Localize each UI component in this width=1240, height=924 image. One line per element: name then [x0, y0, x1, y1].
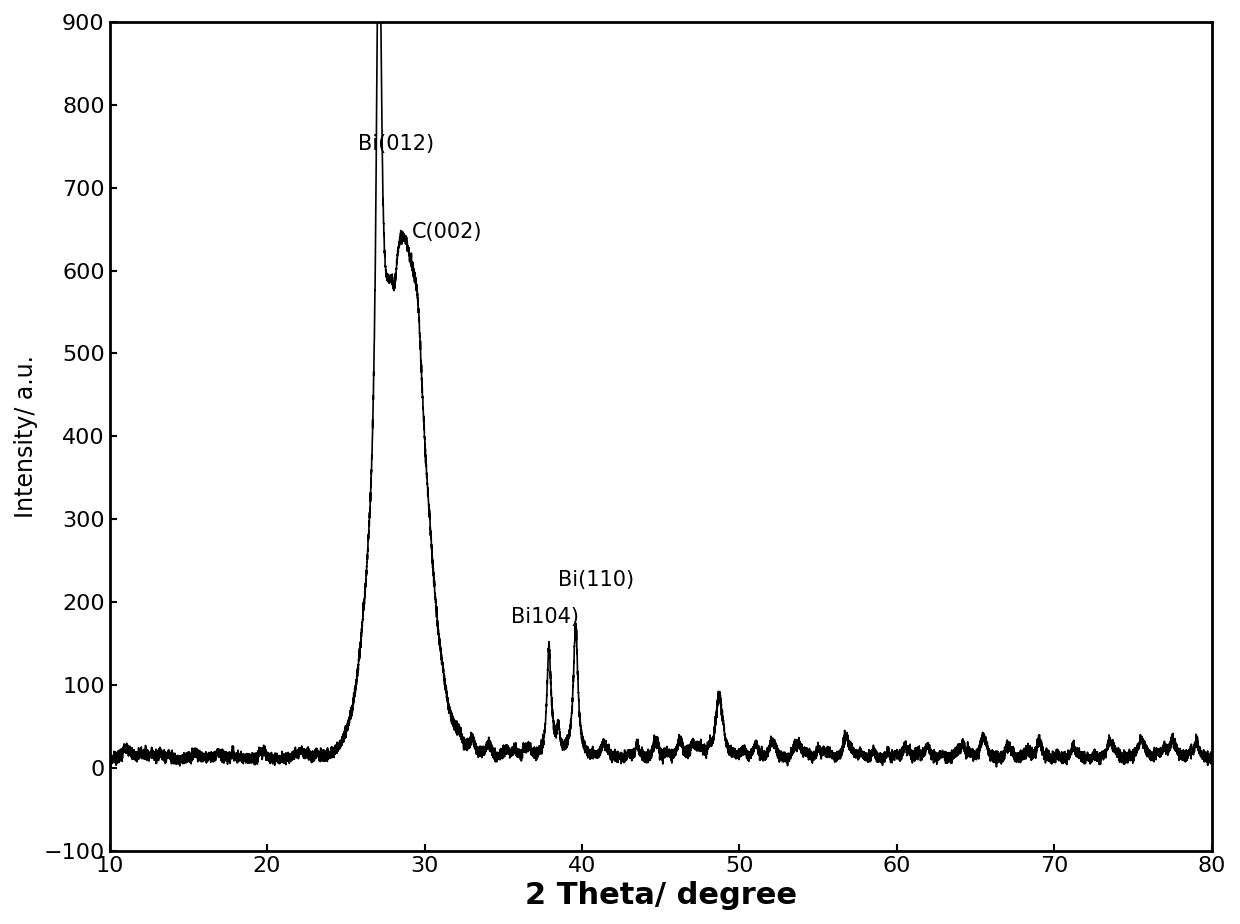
Y-axis label: Intensity/ a.u.: Intensity/ a.u. — [14, 355, 38, 517]
Text: Bi(110): Bi(110) — [558, 569, 635, 590]
Text: Bi(012): Bi(012) — [358, 135, 434, 154]
X-axis label: 2 Theta/ degree: 2 Theta/ degree — [525, 881, 797, 910]
Text: Bi104): Bi104) — [511, 607, 579, 626]
Text: C(002): C(002) — [412, 222, 482, 241]
